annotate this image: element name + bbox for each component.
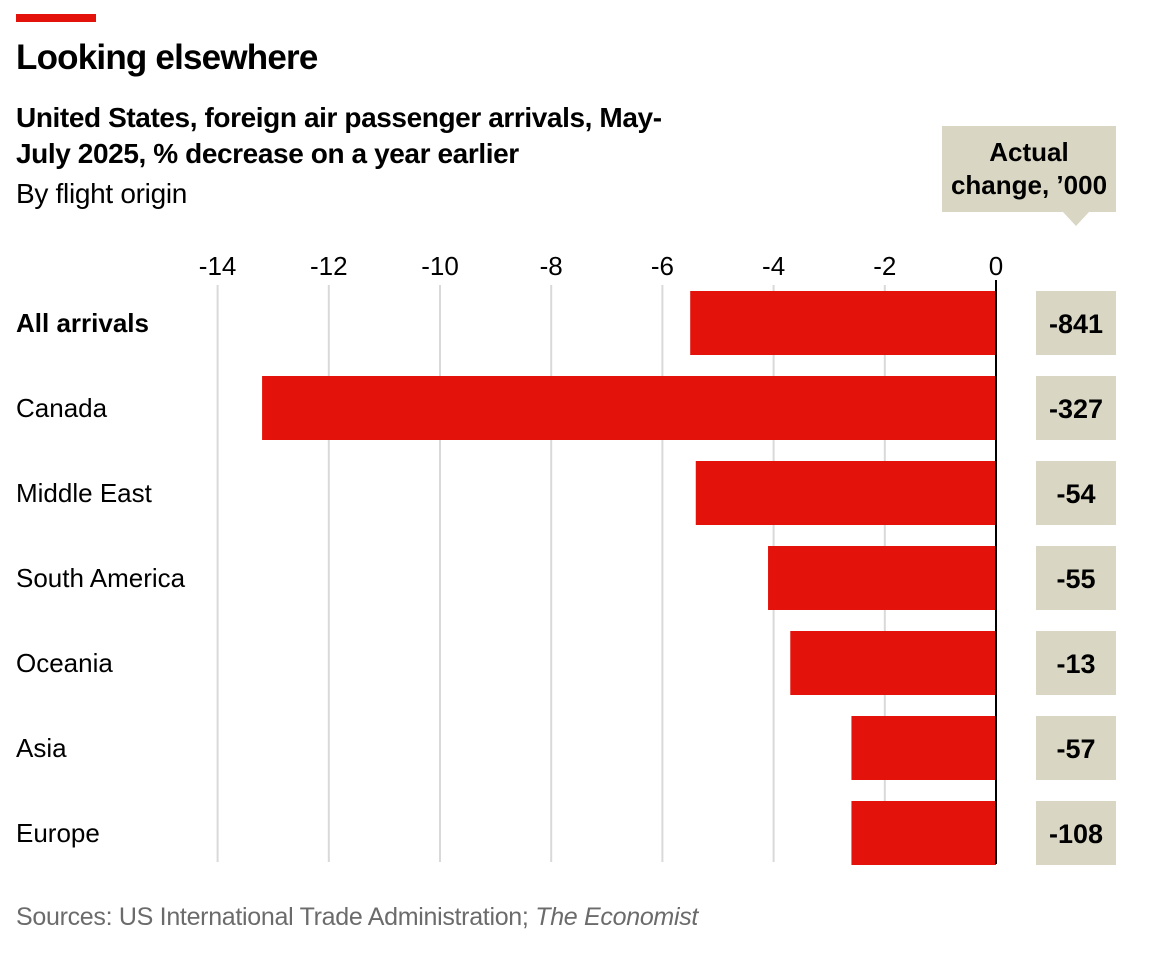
bar-asia — [851, 716, 996, 780]
value-box — [1036, 376, 1116, 440]
value-label: -327 — [1049, 394, 1103, 424]
x-tick-label: -14 — [199, 251, 237, 281]
bar-south-america — [768, 546, 996, 610]
value-label: -108 — [1049, 819, 1103, 849]
category-label: All arrivals — [16, 308, 149, 338]
bar-canada — [262, 376, 997, 440]
category-label: Middle East — [16, 478, 153, 508]
x-tick-label: -10 — [421, 251, 459, 281]
source-text: Sources: US International Trade Administ… — [16, 903, 536, 931]
side-column-header: Actual — [989, 137, 1068, 167]
value-label: -13 — [1056, 649, 1095, 679]
side-column-header-box — [942, 126, 1116, 212]
chart-title: Looking elsewhere — [16, 38, 318, 77]
chart-subtitle: United States, foreign air passenger arr… — [16, 102, 662, 169]
x-tick-label: -8 — [540, 251, 563, 281]
value-label: -54 — [1056, 479, 1095, 509]
x-tick-label: -12 — [310, 251, 348, 281]
brand-red-bar — [16, 14, 96, 22]
bar-oceania — [790, 631, 996, 695]
bar-europe — [851, 801, 996, 865]
bar-middle-east — [695, 461, 996, 525]
source-note: Sources: US International Trade Administ… — [16, 903, 698, 932]
value-box — [1036, 546, 1116, 610]
bar-all-arrivals — [690, 291, 996, 355]
x-tick-label: -4 — [762, 251, 785, 281]
x-tick-label: 0 — [989, 251, 1003, 281]
x-tick-label: -2 — [873, 251, 896, 281]
value-box — [1036, 291, 1116, 355]
category-label: South America — [16, 563, 186, 593]
source-publication: The Economist — [535, 903, 699, 931]
value-label: -57 — [1056, 734, 1095, 764]
value-box — [1036, 631, 1116, 695]
value-label: -841 — [1049, 309, 1103, 339]
value-box — [1036, 716, 1116, 780]
category-label: Oceania — [16, 648, 113, 678]
value-box — [1036, 801, 1116, 865]
side-column-header: change, ’000 — [951, 170, 1107, 200]
category-label: Canada — [16, 393, 108, 423]
category-label: Europe — [16, 818, 100, 848]
header-pointer — [1063, 212, 1089, 226]
chart-subnote: By flight origin — [16, 178, 188, 209]
value-label: -55 — [1056, 564, 1095, 594]
value-box — [1036, 461, 1116, 525]
x-tick-label: -6 — [651, 251, 674, 281]
category-label: Asia — [16, 733, 67, 763]
